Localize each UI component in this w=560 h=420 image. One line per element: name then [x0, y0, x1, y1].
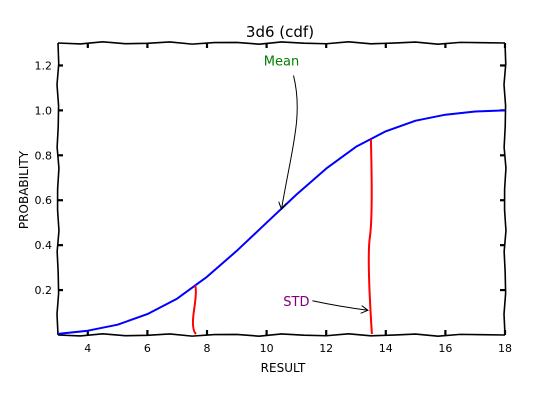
frame-bottom [57, 332, 506, 337]
frame-top [57, 40, 506, 45]
y-tick-label: 0.2 [35, 284, 53, 297]
axes-frame [56, 40, 507, 337]
x-tick-label: 6 [144, 342, 151, 355]
plot-marks [57, 109, 506, 335]
x-tick-label: 8 [204, 342, 211, 355]
x-tick-label: 18 [498, 342, 512, 355]
annotations: Mean STD [264, 54, 368, 310]
chart-title: 3d6 (cdf) [246, 23, 314, 41]
cdf-line [57, 109, 506, 335]
std-line [367, 139, 373, 335]
frame-left [56, 42, 60, 336]
x-tick-label: 12 [319, 342, 333, 355]
frame-right [503, 42, 507, 336]
std-line [191, 285, 197, 335]
annotation-label: Mean [264, 54, 299, 69]
x-tick-label: 10 [260, 342, 274, 355]
y-axis-label: PROBABILITY [17, 150, 31, 229]
x-tick-label: 4 [84, 342, 91, 355]
y-tick-label: 1.2 [35, 59, 53, 72]
y-tick-label: 1.0 [35, 104, 53, 117]
x-tick-label: 16 [438, 342, 452, 355]
axis-ticks: 4 6 8 10 12 14 16 18 0.2 0.4 0.6 0.8 1.0 1.2 [35, 43, 512, 355]
y-tick-label: 0.8 [35, 149, 53, 162]
annotation-label: STD [283, 295, 309, 310]
x-axis-label: RESULT [261, 361, 306, 375]
x-tick-label: 14 [379, 342, 393, 355]
annotation-arrow [282, 75, 298, 209]
y-tick-label: 0.6 [35, 194, 53, 207]
annotation-arrow [312, 300, 368, 310]
y-tick-label: 0.4 [35, 239, 53, 252]
